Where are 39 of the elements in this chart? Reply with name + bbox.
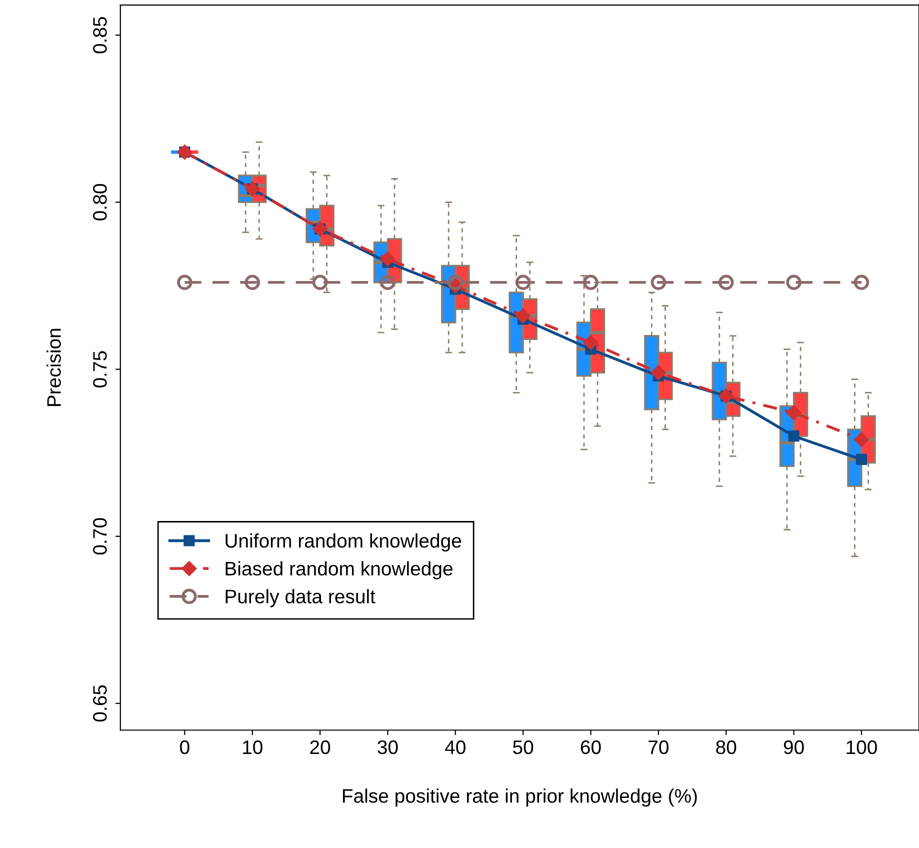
x-tick-label: 10 bbox=[243, 740, 262, 754]
x-axis-title: False positive rate in prior knowledge (%) bbox=[342, 788, 697, 807]
y-tick-label: 0.65 bbox=[93, 685, 107, 722]
point bbox=[650, 365, 666, 380]
y-tick-label: 0.80 bbox=[93, 184, 107, 220]
x-tick-label: 70 bbox=[648, 740, 668, 754]
point bbox=[312, 274, 328, 290]
point bbox=[515, 274, 531, 290]
point bbox=[516, 308, 531, 324]
legend-label: Uniform random knowledge bbox=[226, 533, 462, 552]
point bbox=[448, 274, 464, 290]
legend-label: Purely data result bbox=[226, 589, 376, 608]
x-tick-label: 30 bbox=[378, 740, 398, 754]
point bbox=[854, 274, 870, 290]
y-tick-label: 0.70 bbox=[93, 518, 107, 554]
point bbox=[856, 454, 868, 466]
x-tick-label: 40 bbox=[445, 740, 466, 754]
point bbox=[244, 274, 260, 290]
x-tick-label: 50 bbox=[513, 740, 534, 754]
point bbox=[718, 274, 734, 290]
legend-label: Biased random knowledge bbox=[226, 561, 452, 580]
y-tick-label: 0.75 bbox=[93, 351, 107, 388]
point bbox=[380, 251, 396, 267]
x-tick-label: 90 bbox=[784, 740, 804, 754]
point bbox=[583, 274, 598, 290]
point bbox=[177, 274, 192, 290]
point bbox=[786, 274, 802, 290]
x-tick-label: 20 bbox=[310, 740, 330, 754]
point bbox=[583, 334, 598, 350]
point bbox=[380, 274, 396, 290]
x-tick-label: 60 bbox=[580, 740, 601, 754]
y-tick-label: 0.85 bbox=[93, 17, 107, 54]
point bbox=[854, 432, 870, 448]
y-axis-title: Precision bbox=[46, 328, 61, 406]
point bbox=[788, 430, 800, 442]
x-tick-label: 100 bbox=[846, 740, 877, 754]
x-tick-label: 80 bbox=[716, 740, 736, 754]
x-tick-label: 0 bbox=[180, 740, 190, 754]
point bbox=[650, 274, 666, 290]
